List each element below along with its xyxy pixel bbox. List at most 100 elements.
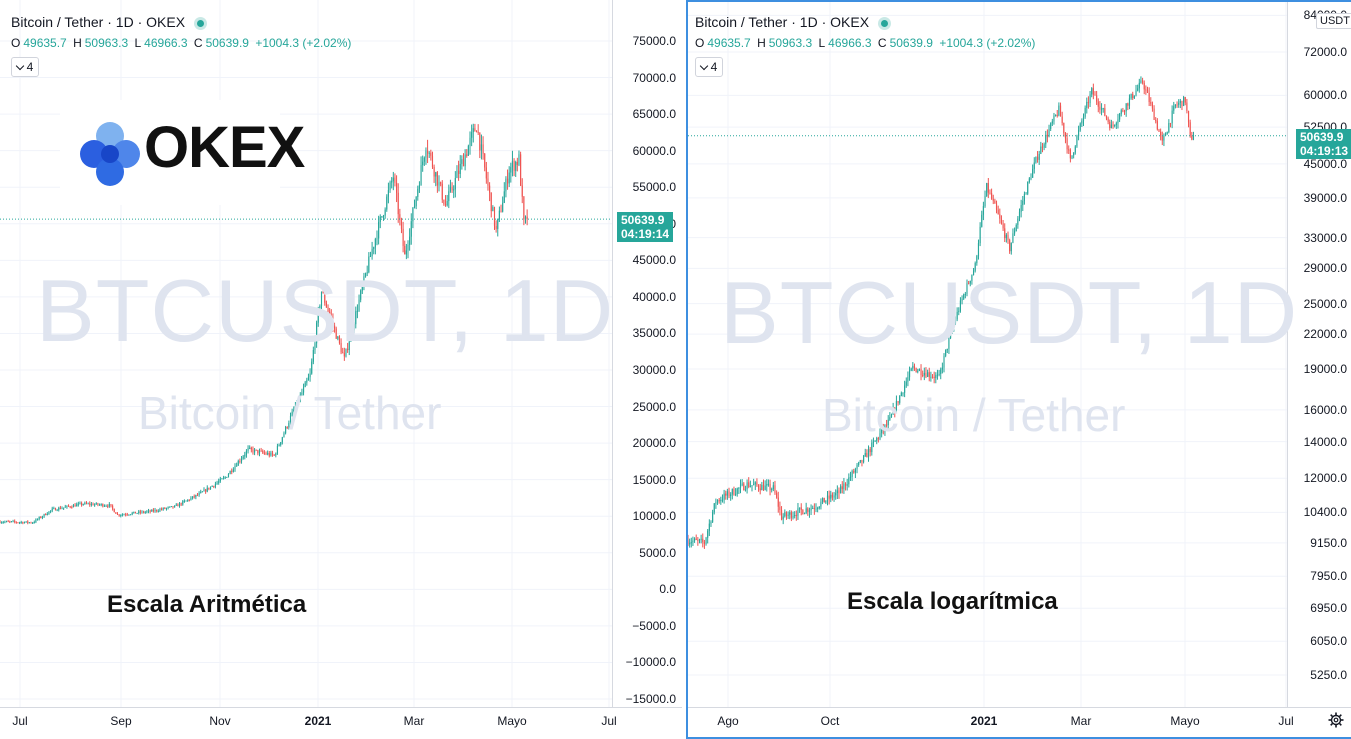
candle-body [902,392,904,394]
candle [508,166,510,187]
candlestick-chart-log[interactable] [688,2,1351,739]
close-value: 50639.9 [205,36,249,50]
candle [907,371,909,387]
candle [1025,191,1027,195]
candle-body [1133,95,1135,99]
candle [1117,113,1119,129]
candle [118,514,120,517]
candle [787,511,789,519]
candle [219,476,221,483]
candle [1018,208,1021,222]
candle [518,150,520,167]
candle-body [417,188,419,197]
candle [872,437,875,448]
candle [396,175,398,203]
candle [1035,156,1037,164]
candle-body [195,494,197,498]
candle-body [337,336,339,339]
candle-body [254,449,256,453]
candle-body [54,508,57,511]
candle [67,504,70,507]
candle-body [32,522,34,524]
candle [789,510,791,520]
candle [823,497,825,503]
candle-body [1,522,3,524]
candle-body [350,331,352,342]
candle [1043,142,1045,151]
candle-body [1189,122,1191,136]
symbol-title[interactable]: Bitcoin / Tether · 1D · OKEX [11,14,205,30]
candle [5,520,8,523]
candle [927,369,929,378]
currency-unit-badge[interactable]: USDT [1316,13,1351,29]
candle-body [999,214,1001,219]
candle [761,481,763,491]
candle [516,157,518,172]
chart-panel-arithmetic[interactable]: BTCUSDT, 1D Bitcoin / Tether OKEX Bitcoi… [0,0,682,739]
candle [835,489,837,500]
watermark-ticker: BTCUSDT, 1D [720,263,1299,362]
candle [871,439,873,456]
candle-body [1082,116,1085,121]
candle-body [51,508,53,511]
candle [136,512,138,515]
candle-body [1046,134,1048,137]
candle [1133,95,1135,99]
candle-body [1171,110,1173,124]
candle-body [94,504,96,506]
candle-body [302,387,305,393]
candle-body [221,478,223,480]
candle-body [116,513,119,515]
candle-body [1146,89,1149,93]
last-price: 50639.9 [1300,130,1344,144]
candle-body [1045,134,1047,145]
candle [1140,76,1142,84]
candle-body [941,367,943,370]
candle [98,503,101,506]
gear-icon[interactable] [1328,712,1344,728]
candle [0,520,1,524]
candle-body [115,512,117,514]
candle-body [917,370,919,373]
candle-body [895,401,897,412]
high-label: H [73,36,82,50]
candle-body [435,172,437,177]
candle-body [306,380,308,383]
time-tick-label: Nov [209,714,231,728]
candle [1123,109,1126,115]
symbol-title[interactable]: Bitcoin / Tether · 1D · OKEX [695,14,889,30]
candle-body [498,210,500,219]
candle-body [466,154,468,156]
candle-body [1151,103,1154,109]
candle-body [1000,218,1003,224]
candle [165,507,168,511]
candle-body [976,256,978,264]
candle-body [894,408,896,412]
time-tick-label: Jul [601,714,617,728]
candle [412,207,414,229]
candle-body [472,128,474,133]
candle-body [175,504,177,506]
candle [846,478,848,491]
candle-body [1041,146,1044,148]
indicators-toggle-button[interactable]: 4 [695,57,723,77]
chart-panel-logarithmic[interactable]: BTCUSDT, 1D Bitcoin / Tether Bitcoin / T… [686,0,1351,739]
candle-body [351,330,354,332]
candle [304,380,306,388]
candle [1004,223,1006,243]
candle-body [174,505,176,508]
candle [1010,242,1012,255]
candle [410,213,412,245]
candle-body [12,521,14,523]
open-value: 49635.7 [23,36,67,50]
price-tick-label: 6950.0 [1310,601,1347,616]
candle [404,240,406,255]
candle [1074,145,1076,155]
indicators-toggle-button[interactable]: 4 [11,57,39,77]
candle-body [214,483,216,487]
candle-body [762,484,765,491]
candle-body [82,504,84,506]
candle [935,372,937,384]
candle-body [718,500,720,502]
candle [1169,122,1172,128]
